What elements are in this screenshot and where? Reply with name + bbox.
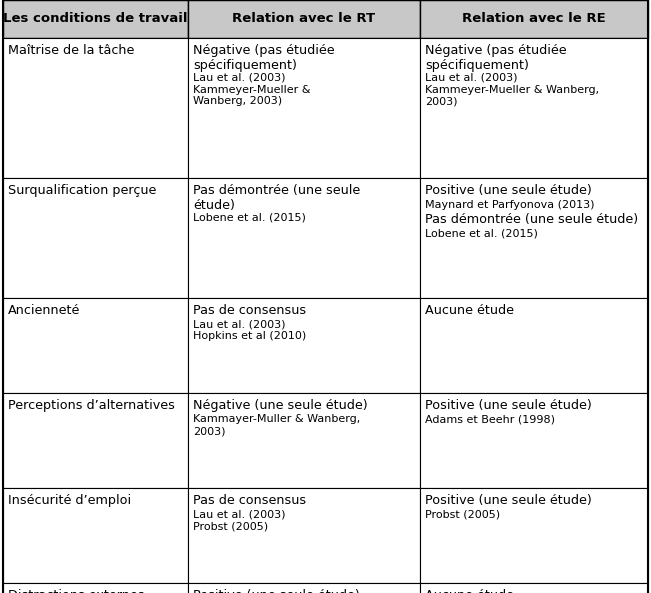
- Bar: [188, 393, 420, 488]
- Text: Maynard et Parfyonova (2013): Maynard et Parfyonova (2013): [425, 199, 594, 209]
- Text: Négative (pas étudiée
spécifiquement): Négative (pas étudiée spécifiquement): [425, 44, 566, 72]
- Text: Perceptions d’alternatives: Perceptions d’alternatives: [8, 399, 175, 412]
- Text: Négative (pas étudiée
spécifiquement): Négative (pas étudiée spécifiquement): [193, 44, 335, 72]
- Text: Lau et al. (2003)
Kammeyer-Mueller & Wanberg,
2003): Lau et al. (2003) Kammeyer-Mueller & Wan…: [425, 73, 599, 106]
- Bar: [420, 298, 648, 393]
- Bar: [188, 583, 420, 593]
- Bar: [3, 298, 188, 393]
- Text: Lau et al. (2003)
Hopkins et al (2010): Lau et al. (2003) Hopkins et al (2010): [193, 320, 306, 341]
- Bar: [188, 298, 420, 393]
- Bar: [188, 178, 420, 298]
- Bar: [3, 583, 188, 593]
- Text: Lobene et al. (2015): Lobene et al. (2015): [193, 213, 306, 223]
- Bar: [188, 0, 420, 38]
- Text: Distractions externes: Distractions externes: [8, 589, 145, 593]
- Text: Relation avec le RT: Relation avec le RT: [232, 12, 376, 25]
- Text: Probst (2005): Probst (2005): [425, 509, 500, 519]
- Bar: [420, 178, 648, 298]
- Bar: [3, 393, 188, 488]
- Text: Aucune étude: Aucune étude: [425, 304, 514, 317]
- Text: Les conditions de travail: Les conditions de travail: [3, 12, 187, 25]
- Bar: [420, 38, 648, 178]
- Text: Lau et al. (2003)
Probst (2005): Lau et al. (2003) Probst (2005): [193, 509, 286, 531]
- Bar: [3, 178, 188, 298]
- Bar: [420, 488, 648, 583]
- Text: Négative (une seule étude): Négative (une seule étude): [193, 399, 368, 412]
- Text: Positive (une seule étude): Positive (une seule étude): [425, 399, 592, 412]
- Text: Pas démontrée (une seule
étude): Pas démontrée (une seule étude): [193, 184, 360, 212]
- Text: Relation avec le RE: Relation avec le RE: [462, 12, 606, 25]
- Bar: [420, 583, 648, 593]
- Bar: [188, 38, 420, 178]
- Bar: [3, 38, 188, 178]
- Bar: [420, 393, 648, 488]
- Text: Adams et Beehr (1998): Adams et Beehr (1998): [425, 415, 555, 425]
- Text: Positive (une seule étude): Positive (une seule étude): [425, 494, 592, 507]
- Text: Positive (une seule étude): Positive (une seule étude): [425, 184, 592, 197]
- Bar: [3, 488, 188, 583]
- Text: Pas démontrée (une seule étude): Pas démontrée (une seule étude): [425, 213, 638, 226]
- Text: Pas de consensus: Pas de consensus: [193, 304, 306, 317]
- Text: Insécurité d’emploi: Insécurité d’emploi: [8, 494, 131, 507]
- Text: Lau et al. (2003)
Kammeyer-Mueller &
Wanberg, 2003): Lau et al. (2003) Kammeyer-Mueller & Wan…: [193, 73, 311, 106]
- Text: Kammayer-Muller & Wanberg,
2003): Kammayer-Muller & Wanberg, 2003): [193, 415, 360, 436]
- Bar: [420, 0, 648, 38]
- Text: Maîtrise de la tâche: Maîtrise de la tâche: [8, 44, 134, 57]
- Text: Pas de consensus: Pas de consensus: [193, 494, 306, 507]
- Text: Ancienneté: Ancienneté: [8, 304, 80, 317]
- Bar: [3, 0, 188, 38]
- Text: Aucune étude: Aucune étude: [425, 589, 514, 593]
- Text: Lobene et al. (2015): Lobene et al. (2015): [425, 228, 538, 238]
- Text: Surqualification perçue: Surqualification perçue: [8, 184, 156, 197]
- Bar: [188, 488, 420, 583]
- Text: Positive (une seule étude): Positive (une seule étude): [193, 589, 360, 593]
